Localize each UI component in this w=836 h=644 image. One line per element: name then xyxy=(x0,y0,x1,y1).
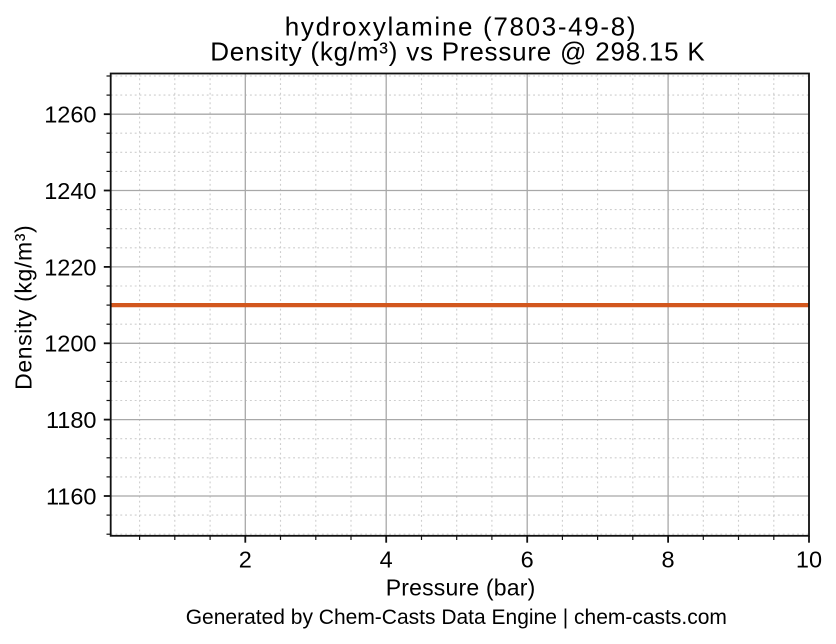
svg-text:2: 2 xyxy=(239,547,252,573)
svg-text:8: 8 xyxy=(662,547,675,573)
svg-text:1220: 1220 xyxy=(44,254,96,280)
svg-text:hydroxylamine (7803-49-8): hydroxylamine (7803-49-8) xyxy=(285,11,637,41)
svg-text:1200: 1200 xyxy=(44,331,96,357)
svg-text:1260: 1260 xyxy=(44,102,96,128)
svg-text:4: 4 xyxy=(380,547,393,573)
svg-text:Density (kg/m³): Density (kg/m³) xyxy=(11,225,37,390)
svg-text:1240: 1240 xyxy=(44,178,96,204)
svg-text:6: 6 xyxy=(521,547,534,573)
svg-text:1180: 1180 xyxy=(46,407,97,433)
svg-text:Pressure (bar): Pressure (bar) xyxy=(386,574,536,600)
svg-text:Density (kg/m³) vs Pressure @: Density (kg/m³) vs Pressure @ 298.15 K xyxy=(210,36,705,66)
svg-text:1160: 1160 xyxy=(46,483,97,509)
svg-text:Generated by Chem-Casts Data E: Generated by Chem-Casts Data Engine | ch… xyxy=(186,606,727,629)
svg-text:10: 10 xyxy=(796,547,822,573)
